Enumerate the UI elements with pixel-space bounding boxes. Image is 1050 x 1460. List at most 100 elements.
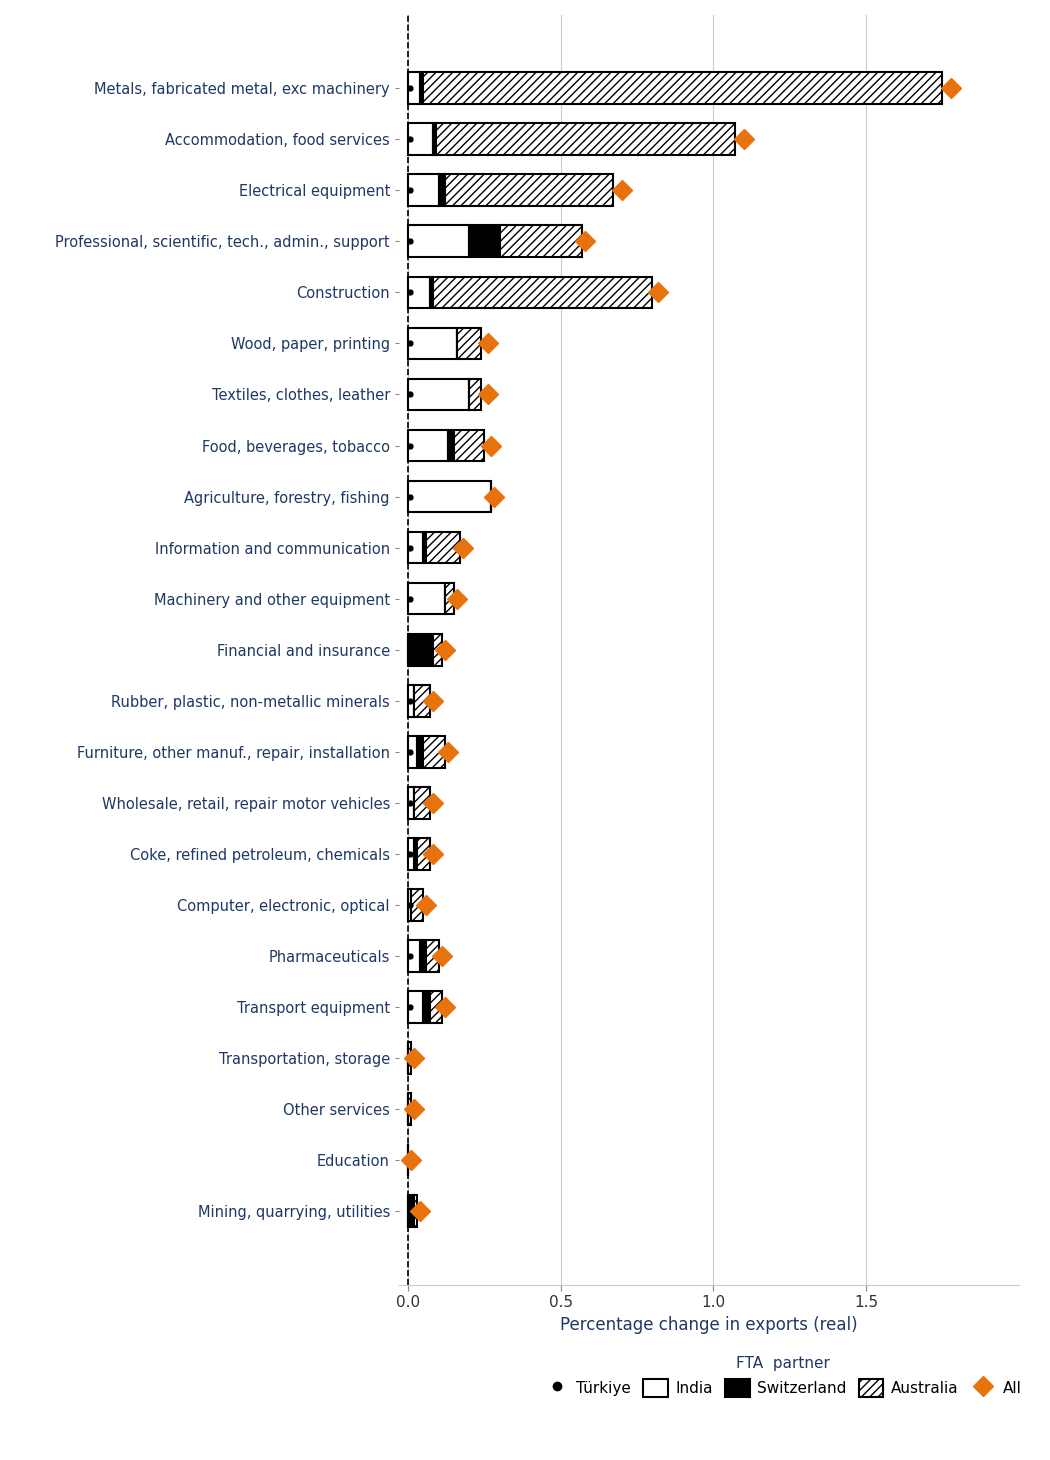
Bar xyxy=(408,583,445,615)
Bar xyxy=(408,124,433,155)
Türkiye xyxy=(403,896,416,914)
Bar xyxy=(469,225,500,257)
Bar xyxy=(408,889,412,921)
Bar xyxy=(448,429,454,461)
Türkiye xyxy=(403,1050,416,1067)
Bar xyxy=(408,378,469,410)
Bar xyxy=(423,531,426,564)
Bar xyxy=(408,225,469,257)
Türkiye xyxy=(403,539,416,556)
Bar xyxy=(408,787,415,819)
Türkiye xyxy=(403,999,416,1016)
Bar xyxy=(433,124,436,155)
Bar xyxy=(408,429,448,461)
Türkiye xyxy=(403,283,416,301)
All xyxy=(481,385,494,403)
All xyxy=(484,437,497,454)
Türkiye xyxy=(403,1152,416,1169)
Türkiye xyxy=(403,1101,416,1118)
All xyxy=(436,948,448,965)
Türkiye xyxy=(403,948,416,965)
All xyxy=(457,539,469,556)
Line: All: All xyxy=(404,82,959,1218)
Bar xyxy=(415,1196,417,1226)
Bar xyxy=(417,838,429,870)
Bar xyxy=(408,174,439,206)
Türkiye xyxy=(403,794,416,812)
Bar xyxy=(408,1094,412,1126)
All xyxy=(426,692,439,710)
All xyxy=(439,641,452,658)
Bar xyxy=(412,889,423,921)
Bar xyxy=(426,940,439,972)
Bar xyxy=(408,838,415,870)
Türkiye xyxy=(403,385,416,403)
Bar xyxy=(408,991,423,1023)
Türkiye xyxy=(403,334,416,352)
Türkiye xyxy=(403,1203,416,1221)
All xyxy=(579,232,591,250)
All xyxy=(405,1152,418,1169)
Bar xyxy=(426,531,460,564)
Bar xyxy=(423,73,942,104)
Türkiye xyxy=(403,641,416,658)
Bar xyxy=(408,940,420,972)
Bar xyxy=(445,583,454,615)
Bar xyxy=(408,736,417,768)
Bar xyxy=(408,685,415,717)
All xyxy=(408,1050,421,1067)
Bar xyxy=(420,73,423,104)
Bar xyxy=(408,1196,415,1226)
All xyxy=(426,794,439,812)
Türkiye xyxy=(403,181,416,199)
Bar xyxy=(457,327,481,359)
Türkiye xyxy=(403,692,416,710)
Bar xyxy=(436,124,735,155)
Türkiye xyxy=(403,743,416,761)
Bar xyxy=(469,378,481,410)
Bar xyxy=(408,1042,412,1075)
Bar xyxy=(408,327,457,359)
Bar xyxy=(417,736,423,768)
Bar xyxy=(415,685,429,717)
Bar xyxy=(408,276,429,308)
All xyxy=(420,896,433,914)
Bar xyxy=(445,174,612,206)
All xyxy=(481,334,494,352)
Bar xyxy=(500,225,582,257)
All xyxy=(426,845,439,863)
Türkiye xyxy=(403,437,416,454)
Bar xyxy=(408,634,433,666)
All xyxy=(487,488,500,505)
Bar xyxy=(423,991,429,1023)
Türkiye xyxy=(403,488,416,505)
All xyxy=(615,181,628,199)
Bar xyxy=(429,991,442,1023)
All xyxy=(408,1101,421,1118)
All xyxy=(945,79,958,96)
Bar xyxy=(415,838,417,870)
Türkiye xyxy=(403,79,416,96)
Türkiye xyxy=(403,845,416,863)
Bar xyxy=(433,276,652,308)
All xyxy=(439,999,452,1016)
Bar xyxy=(408,531,423,564)
Line: Türkiye: Türkiye xyxy=(407,86,412,1213)
Bar xyxy=(408,480,490,512)
All xyxy=(414,1203,426,1221)
Bar xyxy=(415,787,429,819)
X-axis label: Percentage change in exports (real): Percentage change in exports (real) xyxy=(560,1315,858,1334)
Bar xyxy=(433,634,442,666)
Türkiye xyxy=(403,590,416,607)
Bar xyxy=(429,276,433,308)
Türkiye xyxy=(403,130,416,147)
All xyxy=(737,130,750,147)
All xyxy=(442,743,455,761)
Bar xyxy=(454,429,484,461)
Bar xyxy=(420,940,426,972)
Bar xyxy=(423,736,445,768)
All xyxy=(652,283,665,301)
Türkiye xyxy=(403,232,416,250)
Bar xyxy=(408,73,420,104)
All xyxy=(450,590,463,607)
